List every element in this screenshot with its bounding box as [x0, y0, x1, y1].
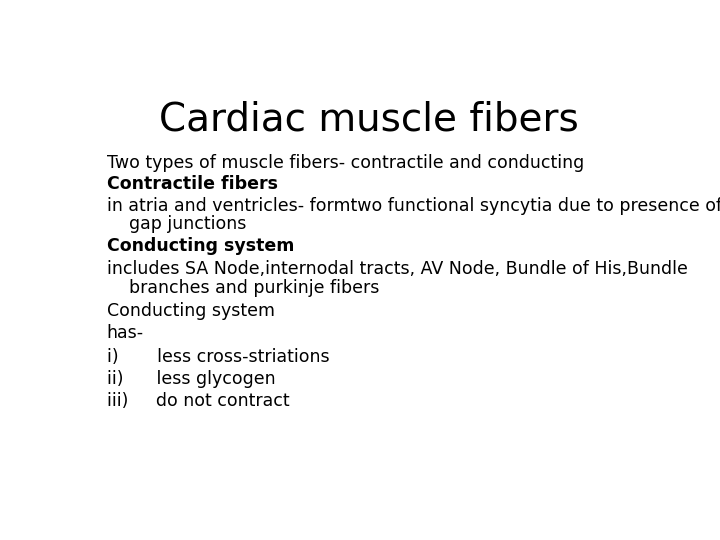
Text: iii)     do not contract: iii) do not contract	[107, 393, 289, 410]
Text: i)       less cross-striations: i) less cross-striations	[107, 348, 329, 366]
Text: Two types of muscle fibers- contractile and conducting: Two types of muscle fibers- contractile …	[107, 154, 584, 172]
Text: has-: has-	[107, 324, 144, 342]
Text: in atria and ventricles- formtwo functional syncytia due to presence of: in atria and ventricles- formtwo functio…	[107, 197, 720, 215]
Text: gap junctions: gap junctions	[107, 215, 246, 233]
Text: branches and purkinje fibers: branches and purkinje fibers	[107, 279, 379, 296]
Text: includes SA Node,internodal tracts, AV Node, Bundle of His,Bundle: includes SA Node,internodal tracts, AV N…	[107, 260, 688, 278]
Text: Conducting system: Conducting system	[107, 302, 275, 320]
Text: Conducting system: Conducting system	[107, 238, 294, 255]
Text: Contractile fibers: Contractile fibers	[107, 175, 278, 193]
Text: Cardiac muscle fibers: Cardiac muscle fibers	[159, 100, 579, 138]
Text: ii)      less glycogen: ii) less glycogen	[107, 370, 275, 388]
